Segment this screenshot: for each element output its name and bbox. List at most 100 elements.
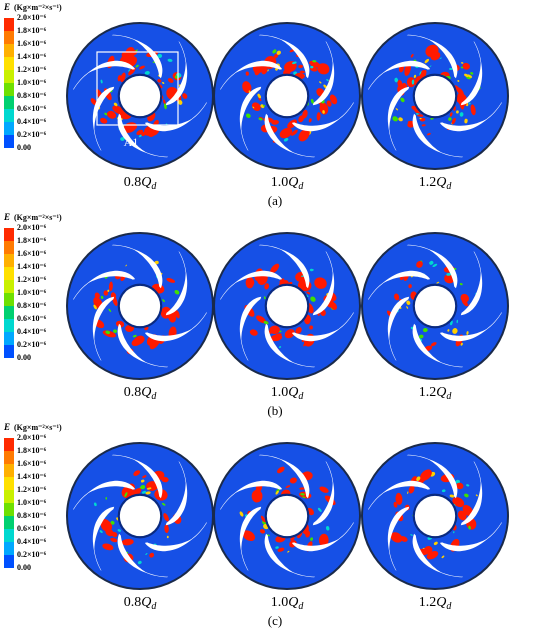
- contour-blob: [299, 487, 306, 490]
- contour-blob: [468, 102, 471, 105]
- contour-blob: [449, 67, 453, 70]
- blade: [312, 461, 335, 526]
- legend-band: [4, 529, 14, 542]
- contour-blob: [161, 476, 169, 483]
- contour-blob: [163, 513, 169, 522]
- blade: [291, 521, 354, 552]
- legend-label: 1.8×10⁻⁶: [17, 446, 47, 455]
- legend-band: [4, 306, 14, 319]
- legend-band: [4, 319, 14, 332]
- contour-blob: [408, 284, 412, 289]
- contour-blob: [106, 110, 117, 119]
- contour-blob: [252, 106, 255, 109]
- legend-label: 1.4×10⁻⁶: [17, 52, 47, 61]
- contour-blob: [439, 57, 442, 59]
- condition-label: 1.0Qd: [271, 175, 305, 192]
- contour-blob: [108, 308, 112, 312]
- contour-blob: [258, 97, 262, 102]
- blade: [368, 60, 431, 91]
- contour-blob: [470, 104, 476, 116]
- blade: [312, 41, 335, 106]
- contour-blob: [310, 61, 320, 68]
- legend-title: E (Kg×m⁻²×s⁻¹): [3, 212, 62, 222]
- contour-blob: [446, 272, 452, 276]
- contour-blob: [278, 346, 282, 349]
- legend-label: 1.8×10⁻⁶: [17, 26, 47, 35]
- contour-blob: [242, 530, 256, 542]
- contour-blob: [121, 538, 134, 546]
- region-label: A1: [124, 135, 139, 149]
- blade: [406, 244, 458, 289]
- contour-blob: [299, 70, 305, 74]
- contour-blob: [433, 541, 438, 546]
- contour-blob: [441, 555, 445, 559]
- legend-label: 1.0×10⁻⁶: [17, 78, 47, 87]
- contour-blob: [289, 477, 297, 484]
- contour-blob: [90, 98, 97, 106]
- contour-blob: [100, 117, 108, 124]
- contour-blob: [141, 132, 146, 137]
- blade: [264, 113, 316, 158]
- contour-blob: [317, 63, 330, 75]
- legend-band: [4, 228, 14, 241]
- panel-caption: (c): [268, 613, 282, 628]
- legend-label: 1.6×10⁻⁶: [17, 249, 47, 258]
- contour-blob: [457, 510, 467, 521]
- contour-blob: [287, 550, 290, 553]
- contour-blob: [449, 112, 453, 117]
- legend-label: 0.6×10⁻⁶: [17, 314, 47, 323]
- contour-blob: [406, 306, 409, 309]
- hub-hole: [266, 285, 308, 327]
- contour-blob: [140, 479, 145, 483]
- contour-blob: [283, 138, 289, 142]
- legend-band: [4, 477, 14, 490]
- contour-blob: [329, 94, 338, 105]
- contour-blob: [413, 74, 417, 79]
- legend-label: 2.0×10⁻⁶: [17, 433, 47, 442]
- contour-blob: [135, 49, 138, 52]
- contour-blob: [142, 475, 147, 478]
- contour-blob: [420, 469, 432, 481]
- condition-label: 1.2Qd: [419, 385, 453, 402]
- contour-blob: [411, 79, 415, 85]
- contour-blob: [429, 65, 432, 67]
- contour-blob: [398, 117, 403, 122]
- blade: [239, 86, 262, 151]
- contour-blob: [126, 55, 131, 60]
- flow-symbol: Q: [141, 175, 151, 190]
- blade: [439, 101, 502, 132]
- legend-band: [4, 31, 14, 44]
- contour-blob: [424, 58, 430, 64]
- contour-blob: [406, 300, 411, 305]
- blade: [165, 251, 188, 316]
- blade: [439, 311, 502, 342]
- contour-blob: [451, 117, 456, 125]
- flow-symbol: Q: [436, 595, 446, 610]
- contour-blob: [178, 100, 183, 105]
- legend-band: [4, 96, 14, 109]
- legend-label: 1.2×10⁻⁶: [17, 275, 47, 284]
- contour-blob: [164, 524, 169, 534]
- contour-blob: [309, 325, 313, 330]
- flow-number: 1.2: [419, 175, 437, 190]
- contour-blob: [115, 320, 125, 328]
- contour-blob: [322, 110, 325, 114]
- panel: E (Kg×m⁻²×s⁻¹)2.0×10⁻⁶ 1.8×10⁻⁶ 1.6×10⁻⁶ 1.4…: [3, 2, 509, 208]
- contour-blob: [295, 327, 302, 334]
- legend-band: [4, 109, 14, 122]
- hub-hole: [414, 495, 456, 537]
- contour-blob: [269, 325, 280, 335]
- contour-blob: [436, 281, 440, 284]
- contour-blob: [310, 537, 314, 541]
- legend-label: 2.0×10⁻⁶: [17, 13, 47, 22]
- contour-blob: [275, 490, 279, 495]
- blade: [387, 506, 410, 571]
- contour-blob: [275, 546, 279, 549]
- blade: [111, 34, 163, 79]
- legend-band: [4, 555, 14, 568]
- contour-blob: [460, 342, 463, 346]
- contour-blob: [441, 489, 446, 493]
- contour-blob: [100, 520, 113, 532]
- legend-title: E (Kg×m⁻²×s⁻¹): [3, 2, 62, 12]
- contour-blob: [464, 118, 468, 124]
